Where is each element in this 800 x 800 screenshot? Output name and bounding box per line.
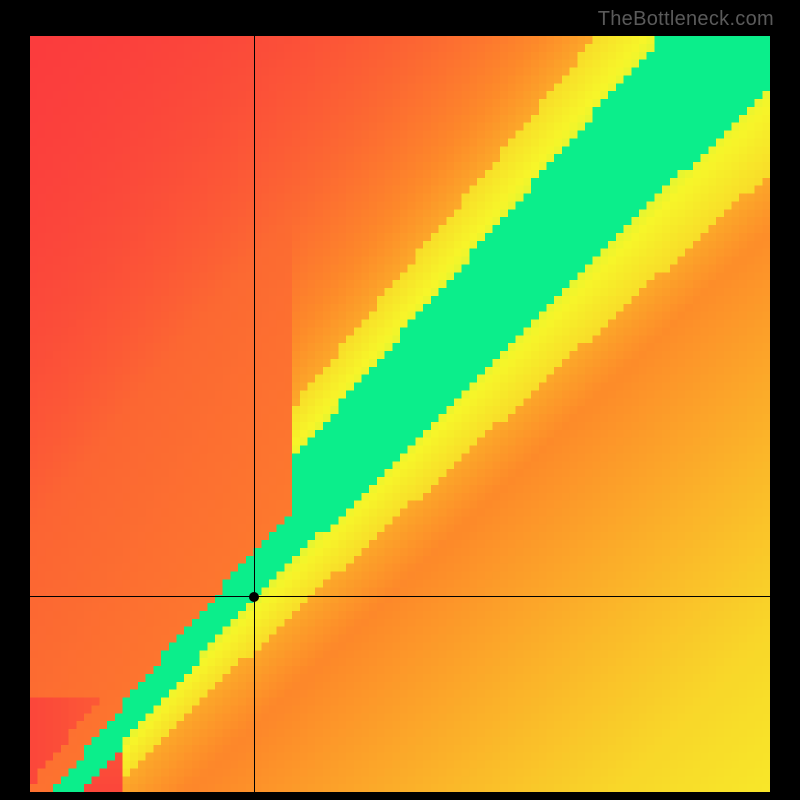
heatmap-plot: [30, 36, 770, 792]
heatmap-canvas: [30, 36, 770, 792]
watermark-text: TheBottleneck.com: [598, 8, 774, 31]
